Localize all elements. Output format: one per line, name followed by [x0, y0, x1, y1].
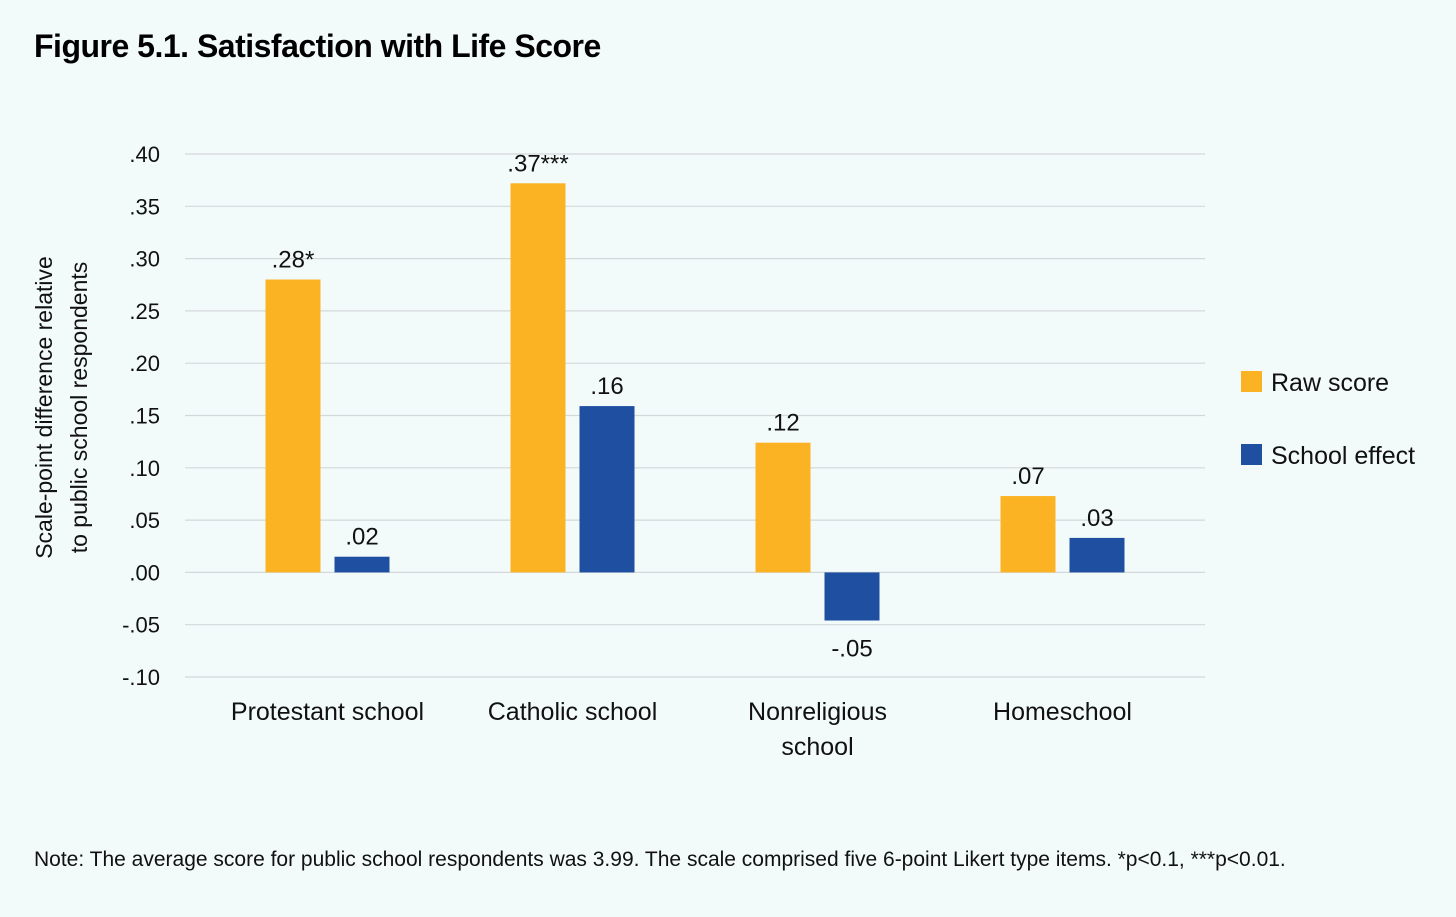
- legend-swatch: [1241, 371, 1262, 392]
- category-label: Nonreligious: [748, 698, 887, 726]
- data-label: .37***: [507, 150, 568, 177]
- y-tick-label: .15: [129, 404, 160, 429]
- x-axis-categories: Protestant school Catholic school Nonrelig…: [231, 698, 1132, 761]
- y-tick-label: .10: [129, 456, 160, 481]
- y-tick-label: .00: [129, 560, 160, 585]
- category-label: school: [781, 733, 853, 761]
- bar-raw-score: [510, 183, 566, 573]
- data-labels: .28* .02 .37*** .16 .12 -.05 .07 .03: [272, 150, 1114, 662]
- y-axis-ticks: .40 .35 .30 .25 .20 .15 .10 .05 .00 -.05 -.10: [122, 142, 160, 690]
- bar-school-effect: [824, 572, 880, 621]
- bar-school-effect: [579, 406, 635, 573]
- data-label: .03: [1080, 505, 1113, 532]
- bars: [265, 183, 1125, 621]
- y-tick-label: .40: [129, 142, 160, 167]
- bar-raw-score: [1000, 496, 1056, 573]
- bar-school-effect: [1069, 537, 1125, 573]
- y-tick-label: .30: [129, 247, 160, 272]
- y-axis-label: Scale-point difference relative to public…: [31, 256, 92, 559]
- data-label: .02: [345, 524, 378, 551]
- category-label: Protestant school: [231, 698, 424, 726]
- y-tick-label: -.05: [122, 613, 160, 638]
- y-axis-title: Scale-point difference relative: [31, 256, 57, 559]
- data-label: .07: [1011, 463, 1044, 490]
- data-label: -.05: [831, 636, 872, 663]
- legend-entry: Raw score: [1271, 369, 1389, 397]
- category-label: Catholic school: [488, 698, 658, 726]
- legend-swatch: [1241, 444, 1262, 465]
- y-tick-label: .25: [129, 299, 160, 324]
- y-tick-label: .35: [129, 194, 160, 219]
- data-label: .16: [590, 373, 623, 400]
- legend-entry: School effect: [1271, 442, 1415, 470]
- data-label: .12: [766, 410, 799, 437]
- gridlines: [185, 153, 1205, 678]
- category-label: Homeschool: [993, 698, 1132, 726]
- y-tick-label: .05: [129, 508, 160, 533]
- y-tick-label: .20: [129, 351, 160, 376]
- data-label: .28*: [272, 247, 315, 274]
- legend: Raw score School effect: [1241, 369, 1415, 470]
- chart-note: Note: The average score for public schoo…: [34, 848, 1286, 871]
- bar-raw-score: [755, 442, 811, 573]
- y-axis-title: to public school respondents: [66, 262, 92, 554]
- y-tick-label: -.10: [122, 665, 160, 690]
- bar-raw-score: [265, 279, 321, 573]
- chart-title: Figure 5.1. Satisfaction with Life Score: [34, 28, 601, 64]
- bar-school-effect: [334, 556, 390, 573]
